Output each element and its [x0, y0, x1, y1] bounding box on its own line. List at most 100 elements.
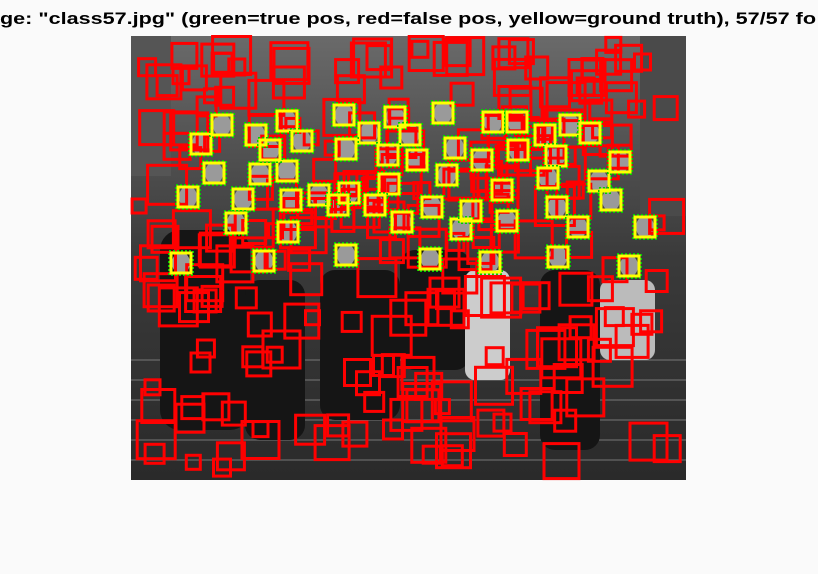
false-positive-box — [536, 326, 578, 369]
false-positive-box — [356, 257, 398, 299]
false-positive-box — [314, 197, 337, 220]
ground-truth-box — [376, 143, 400, 167]
false-positive-box — [476, 408, 506, 438]
false-positive-box — [539, 76, 571, 109]
ground-truth-box — [258, 138, 282, 162]
true-positive-box — [577, 120, 603, 146]
false-positive-box — [474, 365, 514, 406]
false-positive-box — [604, 35, 623, 54]
false-positive-box — [528, 390, 563, 425]
false-positive-box — [322, 97, 362, 137]
ground-truth-box — [578, 121, 602, 145]
ground-truth-box — [405, 148, 429, 172]
true-positive-box — [331, 102, 357, 128]
false-positive-box — [184, 453, 202, 471]
true-positive-box — [430, 100, 456, 126]
false-positive-box — [442, 38, 472, 68]
false-positive-box — [145, 63, 183, 101]
true-positive-box — [278, 187, 304, 213]
face — [590, 170, 608, 192]
ground-truth-box — [566, 215, 590, 239]
false-positive-box — [169, 111, 210, 152]
true-positive-box — [362, 192, 388, 218]
false-positive-box — [130, 197, 148, 215]
face — [234, 188, 252, 210]
false-positive-box — [205, 223, 235, 253]
false-positive-box — [138, 109, 176, 147]
true-positive-box — [494, 208, 520, 234]
face — [337, 244, 355, 266]
ground-truth-box — [244, 123, 268, 147]
false-positive-box — [510, 282, 542, 314]
ground-truth-box — [363, 193, 387, 217]
ground-truth-box — [275, 109, 299, 133]
false-positive-box — [492, 412, 513, 433]
true-positive-box — [417, 246, 443, 272]
true-positive-box — [209, 112, 235, 138]
true-positive-box — [458, 198, 484, 224]
true-positive-box — [545, 244, 571, 270]
false-positive-box — [171, 209, 212, 250]
false-positive-box — [449, 81, 475, 107]
false-positive-box — [312, 157, 338, 183]
ground-truth-box — [536, 166, 560, 190]
false-positive-box — [246, 311, 273, 338]
ground-truth-box — [435, 163, 459, 187]
false-positive-box — [200, 42, 236, 78]
false-positive-box — [627, 99, 647, 119]
false-positive-box — [379, 65, 404, 90]
true-positive-box — [175, 184, 201, 210]
false-positive-box — [652, 434, 682, 464]
true-positive-box — [504, 109, 530, 135]
false-positive-box — [586, 337, 612, 363]
ground-truth-box — [276, 220, 300, 244]
false-positive-box — [575, 76, 596, 97]
false-positive-box — [513, 219, 554, 260]
false-positive-box — [157, 286, 199, 328]
false-positive-box — [146, 219, 177, 250]
ground-truth-box — [334, 243, 358, 267]
false-positive-box — [341, 420, 369, 448]
ground-truth-box — [248, 162, 272, 186]
ground-truth-box — [189, 132, 213, 156]
true-positive-box — [230, 186, 256, 212]
true-positive-box — [632, 214, 658, 240]
true-positive-box — [616, 253, 642, 279]
face — [213, 114, 231, 136]
false-positive-box — [433, 398, 451, 416]
true-positive-box — [376, 171, 402, 197]
true-positive-box — [544, 194, 570, 220]
false-positive-box — [578, 79, 604, 105]
ground-truth-box — [478, 250, 502, 274]
true-positive-box — [505, 137, 531, 163]
false-positive-box — [440, 444, 464, 468]
false-positive-box — [628, 421, 669, 462]
false-positive-box — [143, 442, 166, 465]
ground-truth-box — [608, 150, 632, 174]
false-positive-box — [143, 378, 162, 397]
false-positive-box — [525, 328, 567, 370]
false-positive-box — [334, 58, 361, 85]
false-positive-box — [294, 413, 327, 446]
ground-truth-box — [443, 136, 467, 160]
figure-title: ge: "class57.jpg" (green=true pos, red=f… — [0, 9, 816, 28]
ground-truth-box — [357, 121, 381, 145]
ground-truth-box — [224, 211, 248, 235]
ground-truth-box — [326, 193, 350, 217]
false-positive-box — [604, 81, 638, 115]
ground-truth-box — [420, 195, 444, 219]
true-positive-box — [404, 147, 430, 173]
true-positive-box — [557, 112, 583, 138]
true-positive-box — [275, 219, 301, 245]
false-positive-box — [405, 388, 441, 424]
true-positive-box — [607, 149, 633, 175]
false-positive-box — [558, 271, 594, 307]
ground-truth-box — [495, 209, 519, 233]
false-positive-box — [449, 309, 470, 330]
false-positive-box — [396, 366, 429, 398]
false-positive-box — [489, 223, 520, 254]
false-positive-box — [234, 286, 258, 310]
true-positive-box — [274, 108, 300, 134]
ground-truth-box — [169, 251, 193, 275]
